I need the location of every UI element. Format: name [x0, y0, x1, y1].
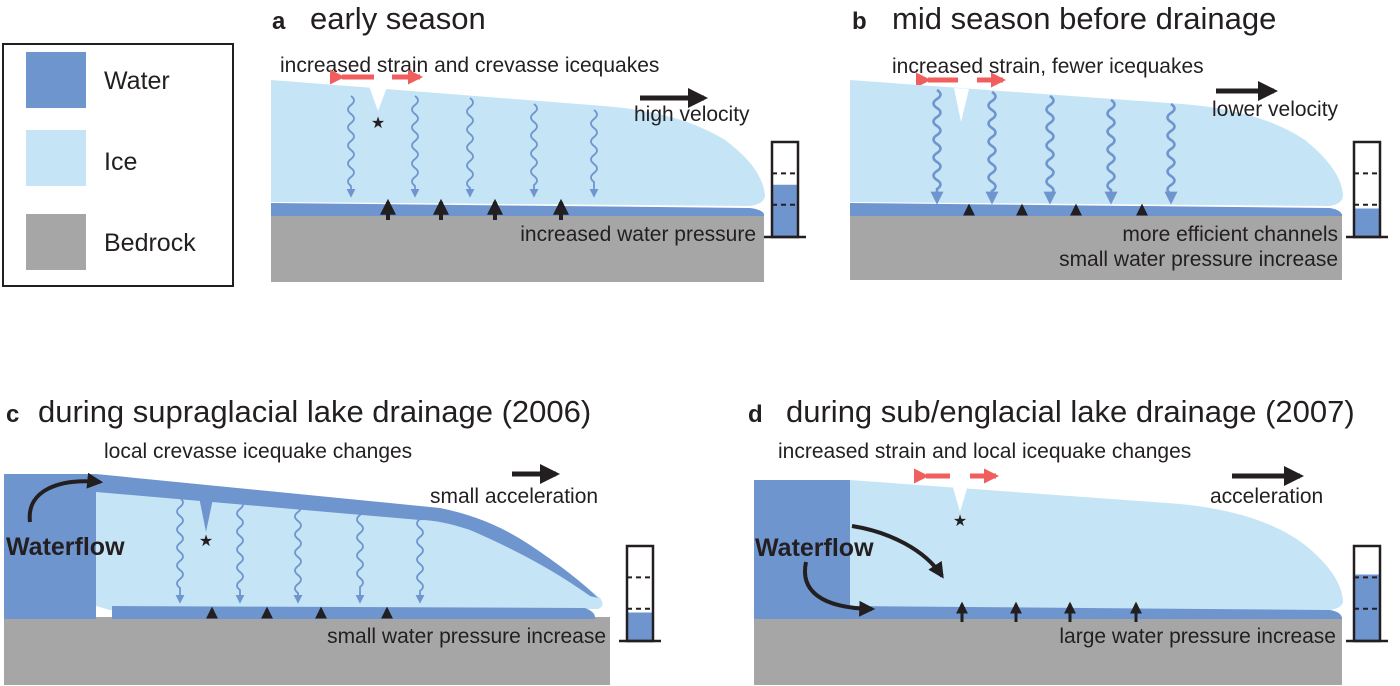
stress-waves	[930, 88, 1178, 205]
crevasse	[954, 88, 969, 122]
ice-body	[271, 80, 765, 206]
stress-wave	[293, 502, 303, 604]
stress-wave	[985, 90, 999, 205]
panel-c-waterflow: Waterflow	[6, 533, 125, 561]
stress-wave	[415, 509, 425, 604]
panel-d-velocity: acceleration	[1210, 485, 1323, 508]
panel-b: b mid season before drainage increased s…	[850, 1, 1388, 280]
panel-b-velocity: lower velocity	[1212, 98, 1339, 121]
basal-water	[112, 606, 596, 619]
stress-wave	[465, 97, 475, 198]
crevasse	[369, 86, 387, 111]
panel-d-bottom-note: large water pressure increase	[1059, 625, 1336, 648]
icequake-star-icon: ★	[953, 513, 967, 530]
water-level-gauge	[1346, 140, 1388, 239]
ice-body	[850, 80, 1343, 206]
legend-bedrock-swatch	[26, 214, 86, 270]
stress-wave	[175, 497, 185, 604]
panel-c-top-note: local crevasse icequake changes	[104, 440, 412, 463]
panel-b-bottom-note-2: small water pressure increase	[1059, 248, 1338, 271]
panel-d-top-note: increased strain and local icequake chan…	[778, 440, 1191, 463]
lake-water	[4, 474, 96, 619]
legend-water-label: Water	[104, 67, 170, 95]
subglacial-flow-arrow	[803, 561, 876, 617]
panel-c-title: during supraglacial lake drainage (2006)	[38, 394, 591, 429]
panel-d: d during sub/englacial lake drainage (20…	[748, 394, 1388, 685]
stress-wave	[589, 109, 599, 198]
legend-water-swatch	[26, 52, 86, 108]
bedrock	[850, 214, 1342, 280]
panel-c-bottom-note: small water pressure increase	[327, 625, 606, 648]
legend: Water Ice Bedrock	[2, 43, 234, 287]
water-level-gauge	[764, 140, 806, 239]
panel-c: c during supraglacial lake drainage (200…	[4, 394, 661, 685]
legend-ice-swatch	[26, 130, 86, 186]
legend-ice-label: Ice	[104, 148, 137, 176]
pressure-arrows	[206, 606, 393, 619]
stress-wave	[235, 499, 245, 604]
panel-b-bottom-note-1: more efficient channels	[1122, 223, 1338, 246]
waterflow-arrow	[27, 472, 104, 523]
basal-water	[850, 606, 1342, 619]
stress-waves	[346, 95, 599, 198]
panel-c-letter: c	[6, 401, 19, 428]
ice-body	[96, 478, 603, 610]
panel-d-letter: d	[748, 401, 763, 428]
stress-waves	[175, 497, 425, 604]
gauge-water-fill	[627, 612, 653, 641]
stress-wave	[1043, 94, 1057, 205]
bedrock	[754, 617, 1342, 685]
panel-d-waterflow: Waterflow	[755, 534, 874, 562]
panel-a: a early season increased strain and crev…	[271, 1, 806, 282]
lake-water	[754, 480, 850, 619]
supraglacial-water	[96, 474, 598, 598]
bedrock	[4, 617, 610, 685]
icequake-star-icon: ★	[199, 533, 213, 550]
panel-a-title: early season	[310, 1, 486, 36]
stress-wave	[346, 95, 356, 198]
stress-wave	[1164, 102, 1178, 205]
panel-a-letter: a	[272, 8, 286, 35]
bedrock	[271, 214, 764, 282]
stress-wave	[1104, 98, 1118, 205]
panel-a-bottom-note: increased water pressure	[520, 223, 756, 246]
stress-wave	[410, 95, 420, 198]
crevasse	[198, 492, 214, 532]
panel-b-top-note: increased strain, fewer icequakes	[892, 55, 1204, 78]
water-level-gauge	[619, 544, 661, 643]
crevasse	[952, 484, 968, 512]
pressure-arrows	[956, 601, 1142, 622]
gauge-water-fill	[772, 184, 798, 237]
ice-body	[850, 480, 1343, 610]
stress-wave	[930, 88, 944, 205]
panel-b-letter: b	[852, 8, 867, 35]
panel-d-title: during sub/englacial lake drainage (2007…	[786, 394, 1355, 429]
panel-c-velocity: small acceleration	[430, 485, 598, 508]
gauge-water-fill	[1354, 208, 1380, 237]
englacial-flow-arrow	[851, 524, 944, 579]
panel-a-velocity: high velocity	[634, 103, 750, 126]
legend-bedrock-label: Bedrock	[104, 229, 196, 257]
panel-a-top-note: increased strain and crevasse icequakes	[280, 54, 659, 77]
pressure-arrows	[963, 203, 1148, 216]
icequake-star-icon: ★	[371, 115, 385, 132]
pressure-arrows	[380, 198, 569, 220]
panel-b-title: mid season before drainage	[892, 1, 1276, 36]
stress-wave	[355, 505, 365, 604]
water-level-gauge	[1346, 544, 1388, 643]
stress-wave	[529, 103, 539, 198]
